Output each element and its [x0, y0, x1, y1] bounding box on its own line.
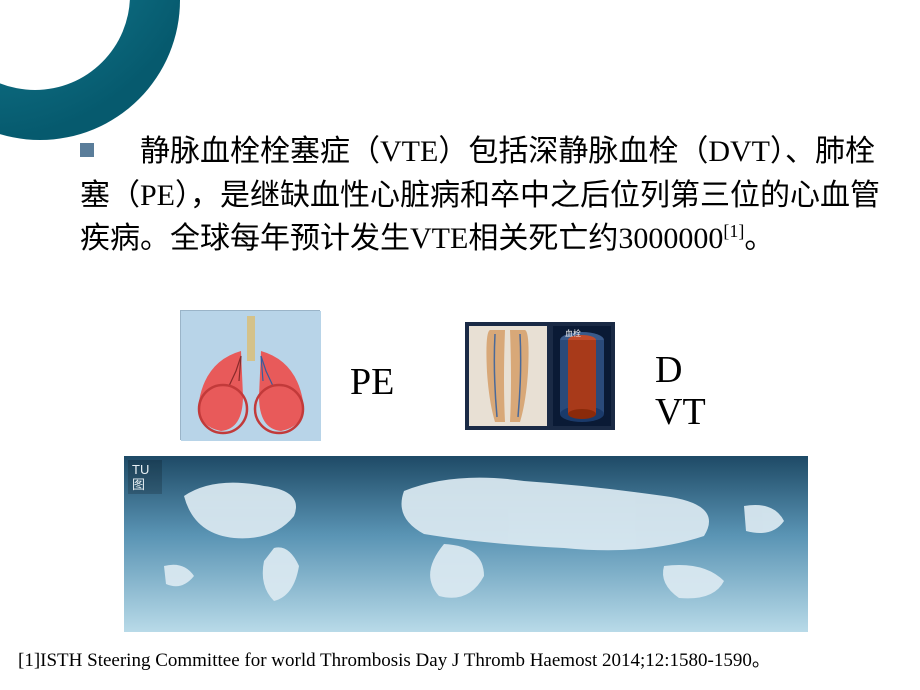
dvt-label-line2: VT — [655, 391, 706, 433]
svg-text:图: 图 — [132, 477, 145, 492]
world-map-image: TU 图 — [124, 456, 808, 632]
body-t2: VTE — [380, 135, 438, 168]
dvt-image: 血栓 — [465, 322, 615, 430]
citation: [1]ISTH Steering Committee for world Thr… — [18, 645, 771, 672]
body-t8: VTE — [410, 222, 468, 255]
body-t11: 。 — [744, 222, 774, 255]
body-t9: 相关死亡约 — [468, 222, 618, 255]
body-t10: 3000000 — [618, 222, 723, 255]
body-t3: ）包括深静脉血栓（ — [438, 135, 708, 168]
pe-image — [180, 310, 320, 440]
body-t4: DVT — [708, 135, 770, 168]
dvt-inner-label: 血栓 — [565, 328, 581, 338]
body-paragraph: 静脉血栓栓塞症（VTE）包括深静脉血栓（DVT）、肺栓塞（PE），是继缺血性心脏… — [80, 130, 880, 261]
svg-text:TU: TU — [132, 462, 149, 477]
body-t1: 静脉血栓栓塞症（ — [140, 135, 380, 168]
dvt-label: D VT — [655, 350, 706, 434]
citation-text: [1]ISTH Steering Committee for world Thr… — [18, 650, 752, 671]
body-t6: PE — [140, 179, 175, 212]
indent — [80, 135, 140, 168]
pe-label: PE — [350, 360, 394, 404]
slide: 静脉血栓栓塞症（VTE）包括深静脉血栓（DVT）、肺栓塞（PE），是继缺血性心脏… — [0, 0, 920, 690]
dvt-label-line1: D — [655, 349, 682, 391]
body-sup: [1] — [723, 221, 744, 241]
citation-dot: 。 — [752, 650, 771, 671]
